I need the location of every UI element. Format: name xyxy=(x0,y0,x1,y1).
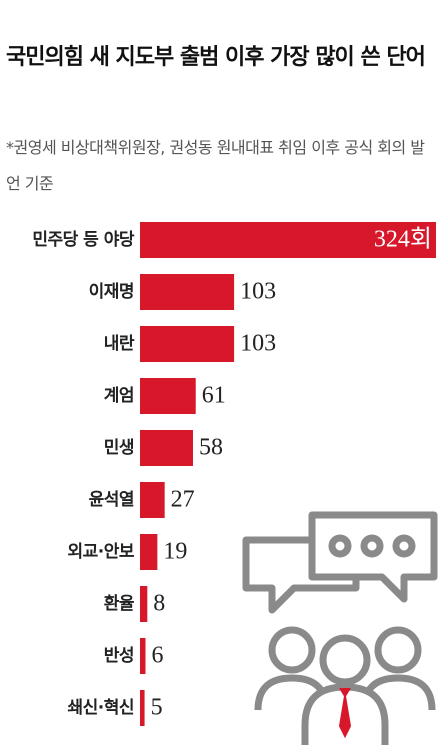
category-label: 민주당 등 야당 xyxy=(32,230,135,250)
bar xyxy=(140,430,193,466)
chart-title: 국민의힘 새 지도부 출범 이후 가장 많이 쓴 단어 xyxy=(6,45,426,70)
value-label: 103 xyxy=(240,331,276,357)
bar xyxy=(140,534,158,570)
value-label: 8 xyxy=(153,591,165,617)
value-label: 5 xyxy=(151,695,163,721)
category-label: 계엄 xyxy=(104,386,134,406)
value-label: 103 xyxy=(240,279,276,305)
bar xyxy=(140,222,436,258)
category-label: 이재명 xyxy=(89,282,134,302)
value-label: 6 xyxy=(151,643,163,669)
bar xyxy=(140,482,165,518)
icon-tie xyxy=(338,687,352,739)
value-label: 58 xyxy=(199,435,223,461)
icon xyxy=(242,511,438,745)
chart-subtitle: *권영세 비상대책위원장, 권성동 원내대표 취임 이후 공식 회의 발언 기준 xyxy=(6,138,425,193)
bar xyxy=(140,690,145,726)
category-label: 민생 xyxy=(104,438,134,458)
category-label: 내란 xyxy=(104,334,135,354)
bar xyxy=(140,638,146,674)
bar xyxy=(140,586,148,622)
value-label: 61 xyxy=(202,383,226,409)
value-label: 27 xyxy=(171,487,195,513)
category-label: 쇄신·혁신 xyxy=(67,697,134,718)
category-label: 환율 xyxy=(104,594,135,614)
value-label: 324회 xyxy=(374,226,432,253)
bar xyxy=(140,378,196,414)
value-label: 19 xyxy=(163,539,187,565)
bar xyxy=(140,326,235,362)
category-label: 반성 xyxy=(104,646,134,666)
category-label: 윤석열 xyxy=(89,490,134,510)
bar xyxy=(140,274,235,310)
category-label: 외교·안보 xyxy=(67,542,134,562)
